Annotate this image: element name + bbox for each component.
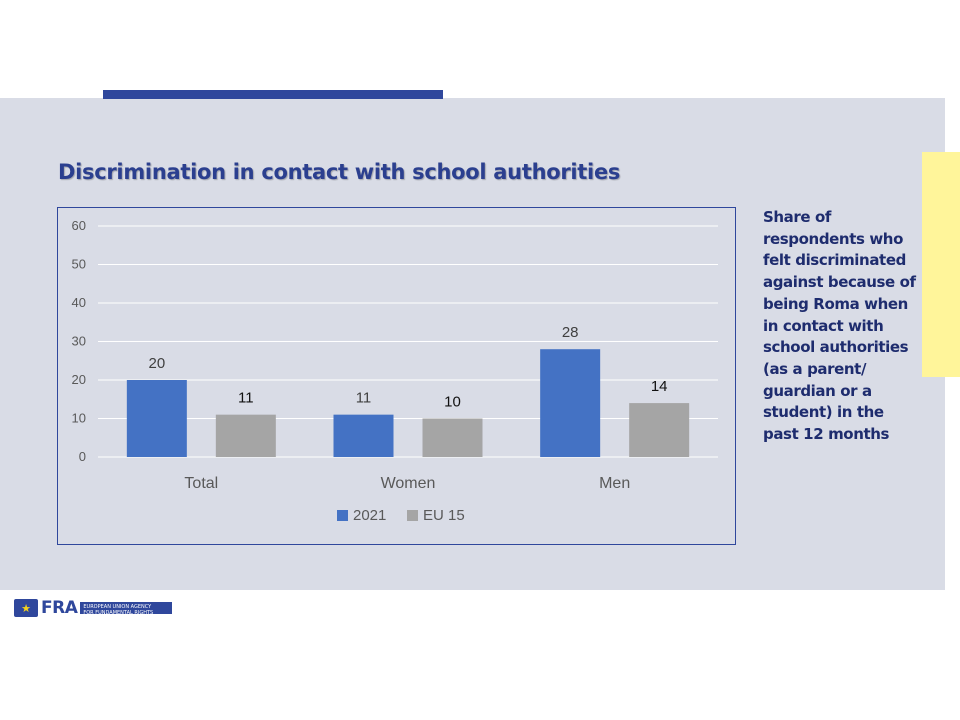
logo-agency-name: EUROPEAN UNION AGENCY FOR FUNDAMENTAL RI… (80, 602, 173, 616)
y-tick-label: 0 (79, 449, 86, 464)
y-tick-label: 60 (72, 218, 86, 233)
bar-2021-women (333, 414, 394, 457)
y-tick-label: 10 (72, 411, 86, 426)
legend-swatch (407, 510, 418, 521)
legend-label: EU 15 (423, 507, 465, 524)
y-tick-label: 30 (72, 334, 86, 349)
eu-flag-icon: ★ (14, 599, 38, 617)
x-tick-label: Women (381, 475, 436, 492)
legend-label: 2021 (353, 507, 386, 524)
y-tick-label: 50 (72, 257, 86, 272)
x-tick-label: Total (184, 475, 218, 492)
bar-eu15-men (629, 403, 690, 457)
chart-frame: 0 10 20 30 40 50 60 20 11 Total 11 10 Women 28 14 Men 20… (57, 207, 736, 545)
data-label: 28 (562, 324, 579, 341)
legend-swatch (337, 510, 348, 521)
data-label: 11 (238, 390, 254, 407)
slide-title: Discrimination in contact with school au… (58, 160, 621, 184)
data-label: 11 (356, 390, 372, 407)
data-label: 20 (148, 355, 165, 372)
chart-description: Share of respondents who felt discrimina… (763, 208, 916, 444)
data-label: 14 (651, 378, 668, 395)
data-label: 10 (444, 394, 461, 411)
accent-bar (103, 90, 443, 99)
x-tick-label: Men (599, 475, 630, 492)
y-tick-label: 40 (72, 295, 86, 310)
bar-chart: 0 10 20 30 40 50 60 20 11 Total 11 10 Women 28 14 Men 20… (72, 218, 718, 524)
fra-logo: ★ FRA EUROPEAN UNION AGENCY FOR FUNDAMEN… (14, 598, 194, 618)
bar-2021-total (126, 380, 187, 457)
logo-wordmark: FRA (41, 598, 78, 618)
highlight-box (922, 152, 960, 377)
bar-eu15-women (422, 418, 483, 457)
bar-2021-men (540, 349, 601, 457)
y-tick-label: 20 (72, 372, 86, 387)
bar-eu15-total (215, 414, 276, 457)
